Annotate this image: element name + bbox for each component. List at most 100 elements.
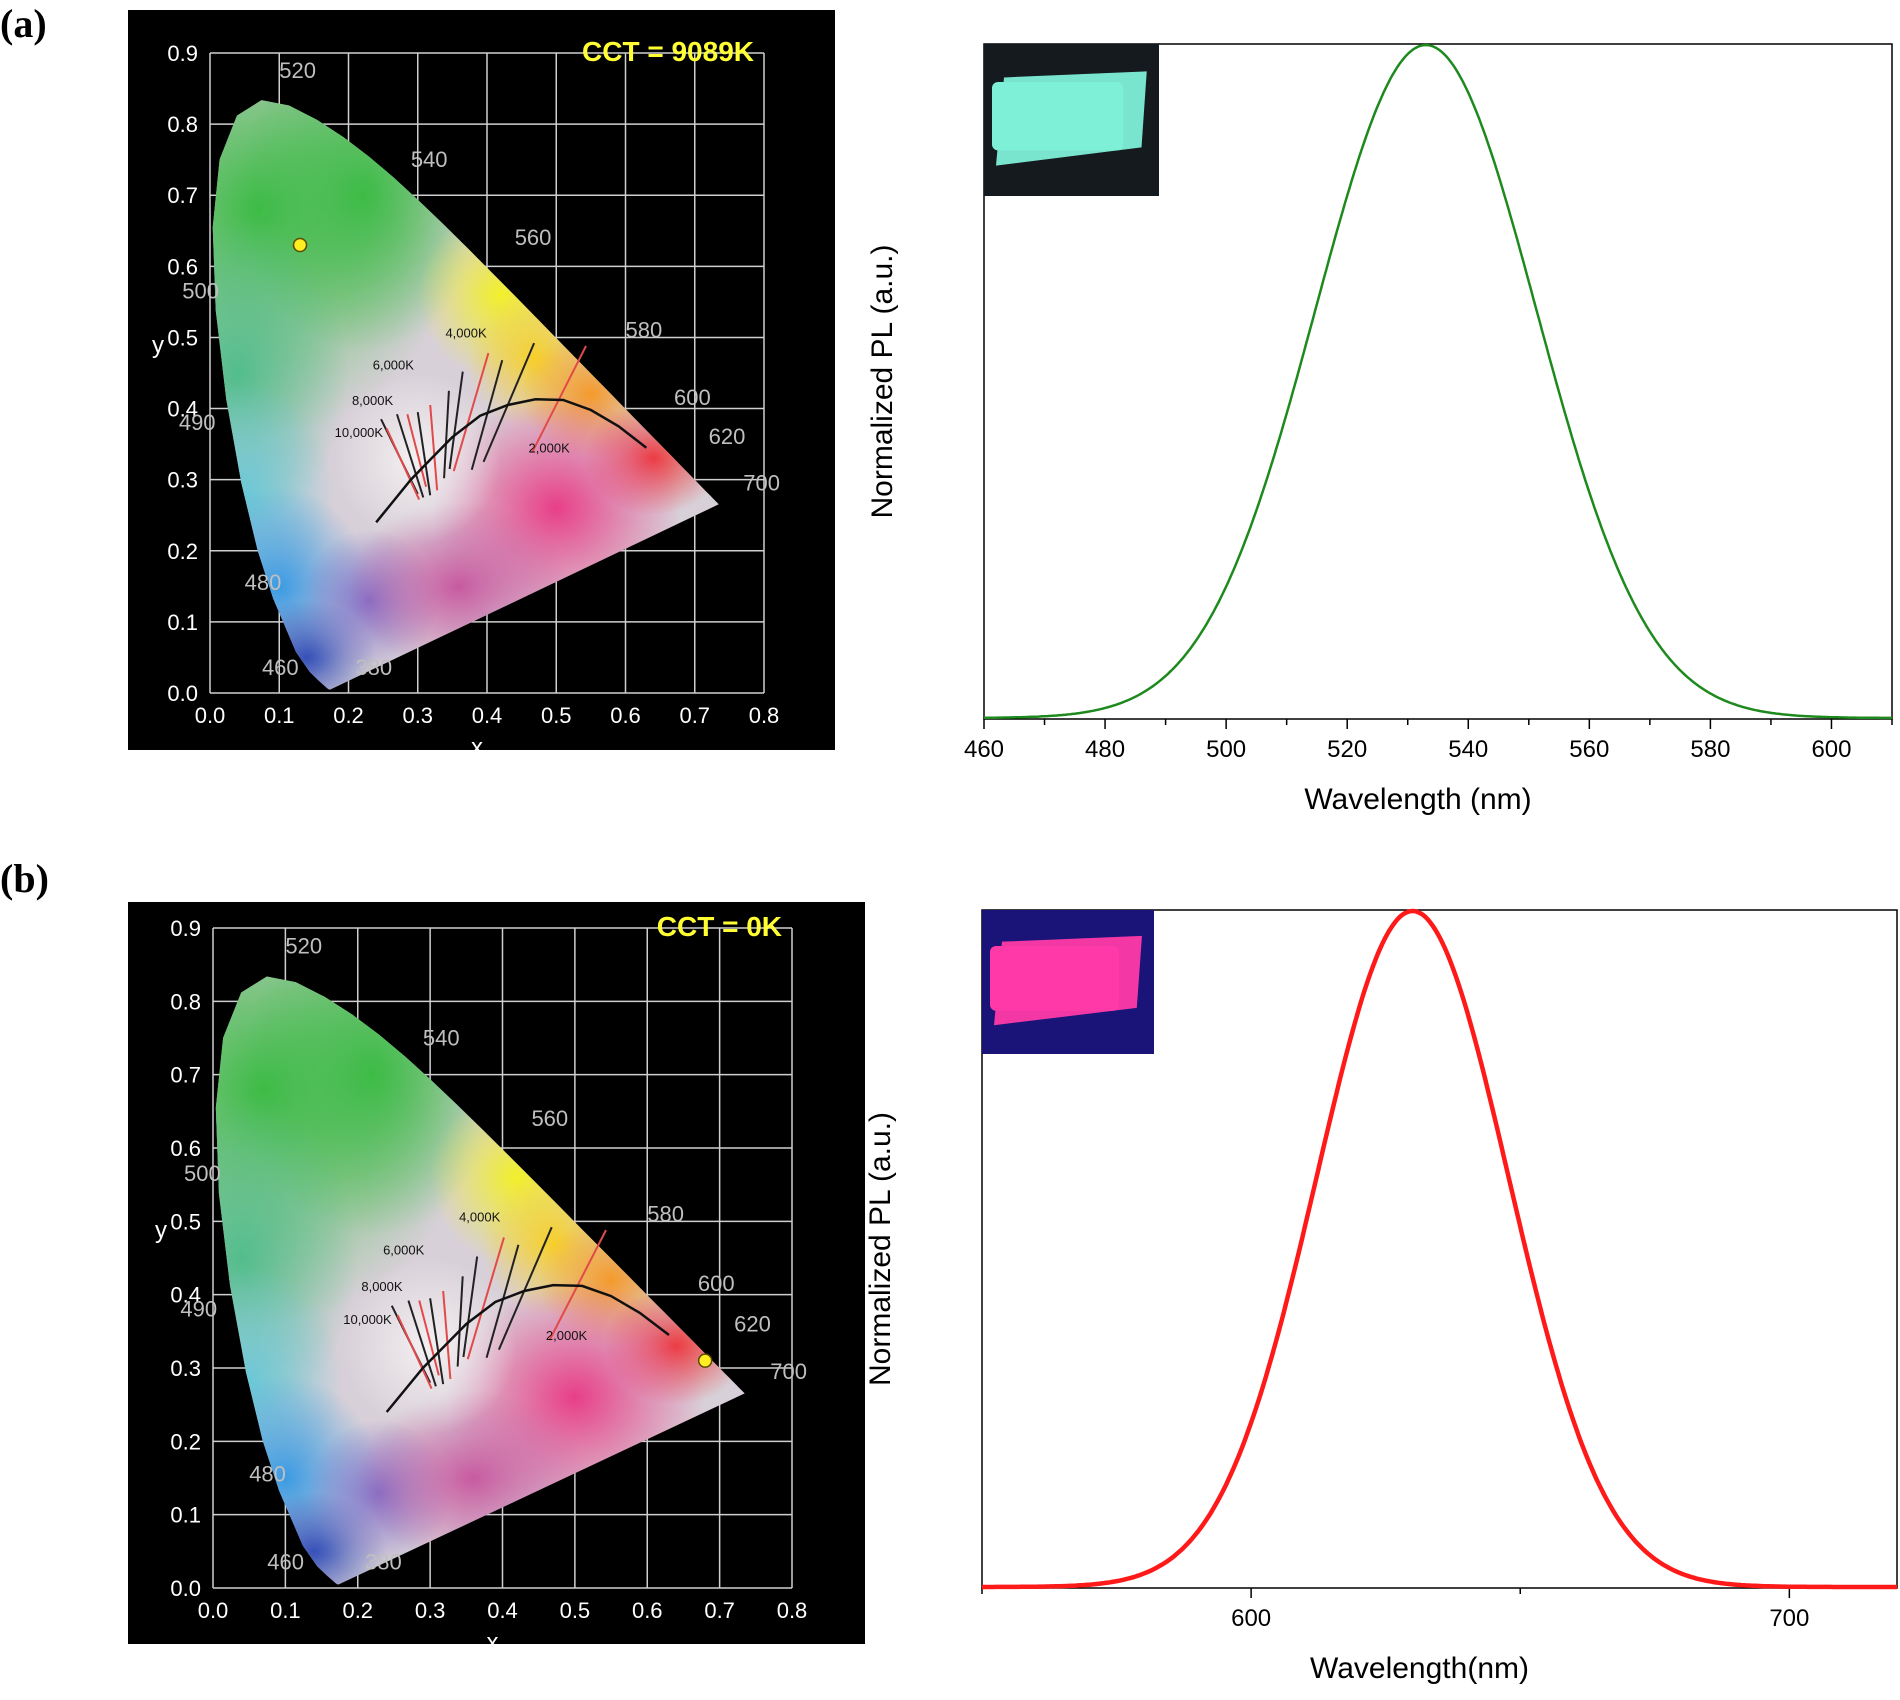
- x-tick-label: 540: [1448, 736, 1488, 763]
- x-axis-label: Wavelength (nm): [1304, 783, 1531, 816]
- photo-pink-film: [982, 910, 1154, 1054]
- y-tick-label: 0.0: [170, 1576, 201, 1601]
- wavelength-label: 500: [182, 278, 219, 303]
- isotemperature-line: [442, 1290, 452, 1380]
- x-tick-label: 520: [1327, 736, 1367, 763]
- wavelength-label: 540: [411, 147, 448, 172]
- y-tick-label: 0.5: [167, 325, 198, 350]
- y-tick-label: 0.2: [167, 539, 198, 564]
- y-tick-label: 0.3: [167, 468, 198, 493]
- wavelength-label: 500: [184, 1161, 221, 1186]
- y-tick-label: 0.2: [170, 1429, 201, 1454]
- y-tick-label: 0.3: [170, 1356, 201, 1381]
- x-tick-label: 0.4: [472, 703, 503, 728]
- wavelength-label: 480: [245, 570, 282, 595]
- x-tick-label: 0.3: [415, 1598, 446, 1623]
- wavelength-label: 460: [267, 1550, 304, 1575]
- pl-spectrum-curve: [982, 908, 1897, 1590]
- wavelength-label: 580: [626, 317, 663, 342]
- x-tick-label: 0.0: [195, 703, 226, 728]
- x-axis-label: x: [487, 1629, 499, 1656]
- x-tick-label: 0.5: [560, 1598, 591, 1623]
- wavelength-label: 700: [743, 470, 780, 495]
- wavelength-label: 560: [531, 1106, 568, 1131]
- x-tick-label: 600: [1231, 1605, 1271, 1632]
- x-tick-label: 0.1: [270, 1598, 301, 1623]
- wavelength-label: 700: [770, 1359, 807, 1384]
- film-glow: [992, 82, 1124, 151]
- x-tick-label: 0.8: [777, 1598, 808, 1623]
- x-tick-label: 0.0: [198, 1598, 229, 1623]
- x-tick-label: 480: [1085, 736, 1125, 763]
- isotemperature-line: [482, 342, 536, 463]
- y-tick-label: 0.6: [167, 254, 198, 279]
- x-tick-label: 0.8: [749, 703, 780, 728]
- wavelength-label: 480: [249, 1462, 286, 1487]
- y-axis-label: Normalized PL (a.u.): [866, 245, 899, 519]
- x-tick-label: 0.2: [333, 703, 364, 728]
- isotemperature-line: [485, 1244, 520, 1359]
- pl-spectrum-curve: [984, 43, 1892, 720]
- wavelength-label: 380: [355, 655, 392, 680]
- x-tick-label: 0.3: [402, 703, 433, 728]
- cct-readout: CCT = 0K: [657, 911, 782, 942]
- y-tick-label: 0.4: [170, 1283, 201, 1308]
- isotemperature-line: [429, 1298, 445, 1385]
- isotemperature-line: [385, 428, 421, 500]
- cct-tick-label: 10,000K: [335, 425, 384, 440]
- pl-spectrum-a: 460 480 500 520 540 560 580 600 Wavelength (nm) N…: [866, 43, 1893, 816]
- wavelength-label: 600: [674, 385, 711, 410]
- cct-tick-label: 10,000K: [343, 1312, 392, 1327]
- y-tick-label: 0.6: [170, 1136, 201, 1161]
- cct-tick-label: 2,000K: [546, 1328, 588, 1343]
- y-tick-label: 0.8: [167, 112, 198, 137]
- x-tick-label: 0.7: [704, 1598, 735, 1623]
- chromaticity-point: [697, 1353, 713, 1368]
- wavelength-label: 560: [515, 225, 552, 250]
- wavelength-label: 600: [698, 1271, 735, 1296]
- y-tick-label: 0.7: [167, 183, 198, 208]
- x-tick-label: 0.5: [541, 703, 572, 728]
- x-tick-label: 0.6: [610, 703, 641, 728]
- wavelength-label: 460: [262, 655, 299, 680]
- isotemperature-line: [470, 359, 504, 470]
- cct-tick-label: 8,000K: [352, 393, 394, 408]
- cct-tick-label: 4,000K: [459, 1209, 501, 1224]
- planckian-locus: [375, 398, 648, 524]
- y-tick-label: 0.9: [167, 41, 198, 66]
- isotemperature-line: [429, 404, 439, 491]
- y-axis-label: Normalized PL (a.u.): [864, 1112, 897, 1386]
- wavelength-label: 520: [279, 58, 316, 83]
- isotemperature-line: [452, 352, 490, 472]
- wavelength-label: 620: [734, 1311, 771, 1336]
- isotemperature-line: [407, 1300, 437, 1387]
- planckian-locus: [385, 1283, 670, 1413]
- x-tick-label: 500: [1206, 736, 1246, 763]
- isotemperature-line: [418, 1300, 440, 1376]
- x-tick-label: 0.4: [487, 1598, 518, 1623]
- cct-tick-label: 6,000K: [383, 1242, 425, 1257]
- y-axis-label: y: [155, 1217, 167, 1244]
- x-tick-label: 600: [1811, 736, 1851, 763]
- wavelength-label: 540: [423, 1025, 460, 1050]
- isotemperature-line: [497, 1226, 553, 1351]
- panel-label-b: (b): [0, 856, 49, 901]
- x-tick-label: 0.7: [679, 703, 710, 728]
- x-tick-label: 0.2: [342, 1598, 373, 1623]
- isotemperature-line: [456, 1276, 464, 1367]
- y-axis-label: y: [152, 332, 164, 359]
- isotemperature-line: [396, 413, 425, 498]
- y-tick-label: 0.1: [167, 610, 198, 635]
- y-tick-label: 0.9: [170, 916, 201, 941]
- pl-spectrum-b: 600 700 Wavelength(nm) Normalized PL (a.u.): [864, 908, 1898, 1685]
- cie-chart-a: 0.0 0.1 0.2 0.3 0.4 0.5 0.6 0.7 0.8 0.0 0.1 0.2 0.3 0…: [128, 10, 835, 761]
- x-tick-label: 460: [964, 736, 1004, 763]
- y-tick-label: 0.7: [170, 1063, 201, 1088]
- isotemperature-line: [406, 413, 428, 488]
- wavelength-label: 490: [180, 1297, 217, 1322]
- cct-tick-label: 8,000K: [361, 1279, 403, 1294]
- cct-tick-label: 6,000K: [373, 357, 415, 372]
- y-tick-label: 0.1: [170, 1503, 201, 1528]
- cie-chart-b: 0.0 0.1 0.2 0.3 0.4 0.5 0.6 0.7 0.8 0.0 0.1 0.2 0.3 0…: [128, 902, 865, 1656]
